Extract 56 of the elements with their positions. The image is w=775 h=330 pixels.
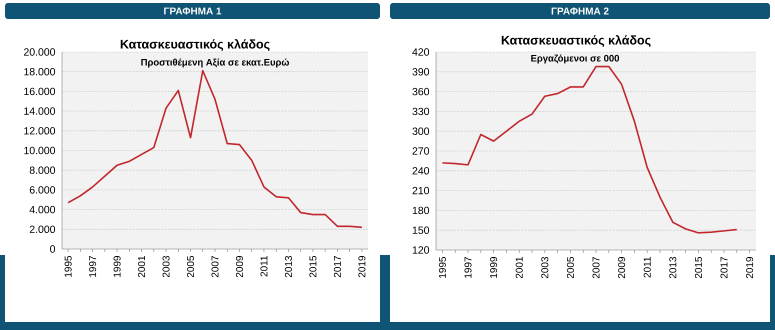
y-tick-label: 8.000 bbox=[30, 166, 56, 174]
x-tick-label: 2007 bbox=[592, 257, 600, 278]
annotation: Προστιθέμενη Αξία σε εκατ.Ευρώ bbox=[141, 58, 289, 68]
y-tick-label: 16.000 bbox=[24, 88, 56, 96]
x-tick-label: 2005 bbox=[187, 256, 194, 278]
x-tick-label: 2017 bbox=[720, 257, 728, 278]
x-tick-label: 2019 bbox=[358, 256, 366, 278]
y-tick-label: 14.000 bbox=[24, 107, 56, 115]
chart-subtitle: Κατασκευαστικός κλάδος bbox=[120, 39, 270, 51]
line-series bbox=[67, 70, 363, 228]
x-tick-label: 2011 bbox=[260, 256, 268, 276]
chart-subtitle: Κατασκευαστικός κλάδος bbox=[502, 35, 651, 47]
y-tick-label: 6.000 bbox=[30, 186, 56, 194]
y-tick-label: 180 bbox=[412, 206, 430, 214]
y-tick-label: 150 bbox=[412, 226, 430, 234]
y-tick-label: 270 bbox=[412, 147, 430, 155]
x-tick-label: 2011 bbox=[644, 257, 651, 278]
x-tick-label: 2007 bbox=[211, 256, 219, 278]
y-tick-label: 360 bbox=[412, 88, 430, 96]
x-tick-label: 2005 bbox=[566, 256, 574, 278]
x-tick-label: 1997 bbox=[464, 257, 472, 278]
chart-title: ΓΡΑΦΗΜΑ 1 bbox=[164, 8, 222, 14]
x-tick-label: 1999 bbox=[114, 256, 121, 277]
x-tick-label: 2009 bbox=[618, 256, 626, 278]
y-tick-label: 120 bbox=[412, 246, 430, 254]
x-tick-label: 2009 bbox=[236, 256, 244, 278]
x-tick-label: 2013 bbox=[284, 256, 292, 278]
y-tick-label: 300 bbox=[412, 128, 430, 135]
y-tick-label: 10.000 bbox=[24, 146, 56, 154]
x-tick-label: 2013 bbox=[669, 256, 676, 278]
x-tick-label: 2001 bbox=[138, 256, 146, 278]
y-tick-label: 12.000 bbox=[24, 127, 56, 135]
y-tick-label: 20.000 bbox=[24, 48, 56, 56]
y-tick-label: 420 bbox=[412, 48, 430, 56]
x-tick-label: 2001 bbox=[516, 257, 523, 278]
y-tick-label: 210 bbox=[412, 186, 430, 194]
y-tick-label: 0 bbox=[50, 245, 56, 253]
chart-title: ΓΡΑΦΗΜΑ 2 bbox=[552, 8, 609, 14]
x-tick-label: 2003 bbox=[541, 256, 548, 278]
y-tick-label: 330 bbox=[412, 108, 430, 116]
x-tick-label: 2015 bbox=[309, 256, 316, 278]
x-tick-label: 1999 bbox=[490, 256, 498, 278]
x-tick-label: 1995 bbox=[64, 256, 72, 277]
x-tick-label: 2015 bbox=[694, 256, 702, 278]
y-tick-label: 18.000 bbox=[24, 68, 56, 76]
x-tick-label: 1995 bbox=[438, 256, 446, 278]
line-series bbox=[442, 66, 738, 234]
y-tick-label: 2.000 bbox=[30, 226, 56, 234]
x-tick-label: 2003 bbox=[162, 256, 170, 278]
x-tick-label: 1997 bbox=[89, 256, 96, 277]
x-tick-label: 2017 bbox=[334, 256, 341, 278]
x-tick-label: 2019 bbox=[746, 256, 754, 278]
annotation: Εργαζόμενοι σε 000 bbox=[531, 54, 620, 64]
y-tick-label: 240 bbox=[412, 167, 430, 175]
y-tick-label: 4.000 bbox=[30, 206, 56, 214]
y-tick-label: 390 bbox=[412, 68, 430, 76]
